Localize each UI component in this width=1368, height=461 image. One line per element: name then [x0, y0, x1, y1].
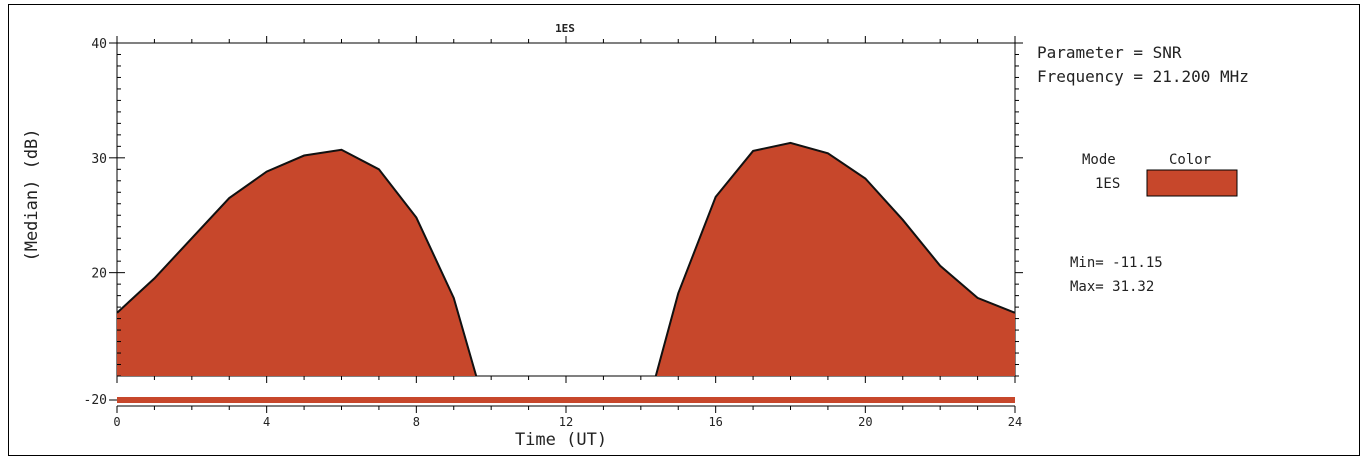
lower-axis-panel	[117, 397, 1015, 407]
y-tick-label-lower: -20	[84, 393, 107, 408]
legend-color-header: Color	[1169, 152, 1211, 168]
x-tick-label: 4	[263, 415, 270, 429]
lower-level-bar	[117, 397, 1015, 403]
chart-title: 1ES	[555, 22, 575, 35]
series-outline-segment-1	[116, 148, 478, 377]
x-tick-label: 0	[113, 415, 120, 429]
lower-axis-tick-layer: 0 4 8 12 16 20 24 -20	[84, 393, 1023, 429]
legend-color-swatch	[1146, 169, 1238, 197]
x-tick-label: 20	[858, 415, 872, 429]
y-tick-label: 40	[91, 37, 107, 52]
max-value-text: Max= 31.32	[1070, 279, 1154, 295]
axis-tick-layer: 20 30 40	[91, 36, 1023, 383]
chart-frame: 20 30 40 0 4 8 12 16 20 24 -20 1ES Time (UT) (Med…	[8, 4, 1360, 456]
x-axis-label: Time (UT)	[515, 430, 607, 450]
x-tick-label: 16	[708, 415, 722, 429]
series-outline-segment-2	[654, 141, 1016, 377]
x-tick-label: 8	[413, 415, 420, 429]
y-axis-label: (Median) (dB)	[22, 128, 42, 261]
legend-mode-header: Mode	[1082, 152, 1116, 168]
y-tick-label: 30	[91, 152, 107, 167]
x-tick-label: 12	[559, 415, 573, 429]
parameter-line: Parameter = SNR	[1037, 43, 1182, 62]
series-area-layer	[116, 141, 1016, 377]
snr-area-chart: 20 30 40 0 4 8 12 16 20 24 -20 1ES Time (UT) (Med…	[22, 22, 1249, 450]
y-tick-label: 20	[91, 267, 107, 282]
legend-mode-entry: 1ES	[1095, 176, 1120, 192]
series-area-segment-1	[117, 149, 477, 376]
min-value-text: Min= -11.15	[1070, 255, 1163, 271]
frequency-line: Frequency = 21.200 MHz	[1037, 67, 1249, 86]
x-tick-label: 24	[1008, 415, 1022, 429]
series-area-segment-2	[655, 142, 1015, 376]
